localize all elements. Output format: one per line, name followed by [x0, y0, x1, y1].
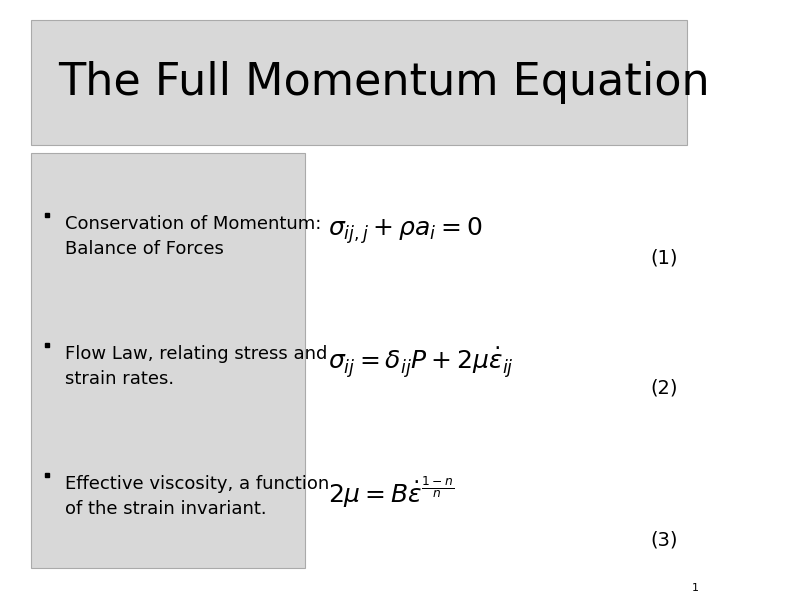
Text: 1: 1 — [692, 583, 699, 593]
Text: Flow Law, relating stress and
strain rates.: Flow Law, relating stress and strain rat… — [65, 345, 327, 388]
FancyBboxPatch shape — [31, 153, 305, 568]
Text: Conservation of Momentum:
Balance of Forces: Conservation of Momentum: Balance of For… — [65, 215, 321, 258]
Text: The Full Momentum Equation: The Full Momentum Equation — [58, 61, 710, 104]
Text: Effective viscosity, a function
of the strain invariant.: Effective viscosity, a function of the s… — [65, 475, 329, 518]
Text: $\sigma_{ij,j} + \rho a_i = 0$: $\sigma_{ij,j} + \rho a_i = 0$ — [327, 215, 482, 246]
Text: $2\mu = B\dot{\epsilon}^{\frac{1-n}{n}}$: $2\mu = B\dot{\epsilon}^{\frac{1-n}{n}}$ — [327, 475, 454, 511]
Text: $\sigma_{ij} = \delta_{ij}P + 2\mu\dot{\epsilon}_{ij}$: $\sigma_{ij} = \delta_{ij}P + 2\mu\dot{\… — [327, 345, 514, 380]
Text: (2): (2) — [650, 379, 678, 397]
Text: (3): (3) — [650, 530, 678, 550]
Text: (1): (1) — [650, 248, 678, 268]
FancyBboxPatch shape — [31, 20, 686, 145]
